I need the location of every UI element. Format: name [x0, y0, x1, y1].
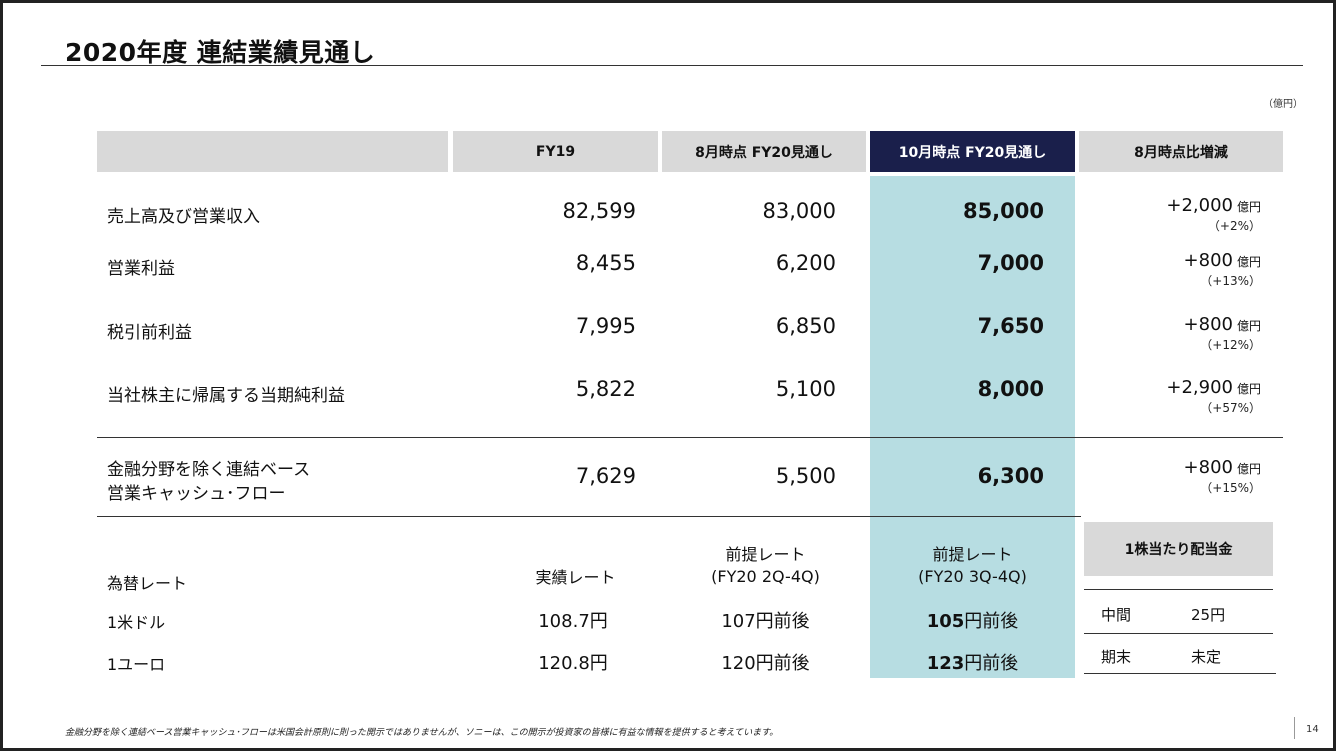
value-oct: 7,650: [977, 314, 1044, 338]
header-change: 8月時点比増減: [1079, 131, 1283, 172]
table-divider: [97, 437, 1283, 438]
change-cell: +2,900 億円 （+57%）: [1079, 377, 1261, 416]
fx-eur-actual: 120.8円: [538, 653, 608, 674]
value-aug: 6,200: [775, 251, 836, 275]
change-percent: （+57%）: [1200, 401, 1261, 415]
change-percent: （+13%）: [1200, 274, 1261, 288]
fx-usd-oct: 105円前後: [890, 607, 1055, 633]
fx-oct-head-line1: 前提レート: [932, 545, 1013, 564]
fx-usd-aug: 107円前後: [721, 611, 810, 632]
dividend-year-end-value: 未定: [1191, 648, 1222, 666]
dividend-year-end-label: 期末: [1101, 648, 1132, 666]
cashflow-label: 金融分野を除く連結ベース 営業キャッシュ･フロー: [107, 458, 310, 506]
header-aug-forecast: 8月時点 FY20見通し: [662, 131, 866, 172]
value-oct: 85,000: [962, 199, 1044, 223]
change-cell: +800 億円 （+13%）: [1079, 250, 1261, 289]
fx-eur-oct-number: 123: [926, 653, 965, 674]
fx-eur-aug: 120円前後: [721, 653, 810, 674]
value-fy19: 8,455: [575, 251, 636, 275]
change-unit: 億円: [1236, 462, 1261, 476]
change-value: +800: [1183, 314, 1233, 335]
change-value: +800: [1183, 250, 1233, 271]
value-fy19: 5,822: [575, 377, 636, 401]
fx-aug-head-line1: 前提レート: [725, 545, 806, 564]
fx-usd-oct-number: 105: [926, 611, 965, 632]
fx-aug-head-line2: (FY20 2Q-4Q): [711, 567, 820, 586]
fx-actual-head: 実績レート: [535, 568, 616, 587]
value-aug: 5,100: [775, 377, 836, 401]
change-unit: 億円: [1236, 200, 1261, 214]
change-unit: 億円: [1236, 382, 1261, 396]
fx-eur-label: 1ユーロ: [107, 655, 166, 674]
fx-usd-label: 1米ドル: [107, 613, 166, 632]
dividend-divider: [1084, 673, 1276, 674]
header-blank: [97, 131, 448, 172]
change-value: +2,900: [1166, 377, 1233, 398]
footnote: 金融分野を除く連結ベース営業キャッシュ･フローは米国会計原則に則った開示ではあり…: [65, 728, 779, 738]
value-aug: 6,850: [775, 314, 836, 338]
row-label: 売上高及び営業収入: [107, 207, 260, 227]
fx-usd-oct-suffix: 円前後: [964, 611, 1019, 632]
dividend-interim-label: 中間: [1101, 606, 1132, 624]
change-value: +800: [1183, 457, 1233, 478]
dividend-divider: [1084, 633, 1273, 634]
value-fy19: 7,629: [575, 464, 636, 488]
row-label: 営業利益: [107, 259, 175, 279]
dividend-divider: [1084, 589, 1273, 590]
fx-usd-actual: 108.7円: [538, 611, 608, 632]
change-percent: （+15%）: [1200, 481, 1261, 495]
value-aug: 83,000: [762, 199, 836, 223]
change-unit: 億円: [1236, 319, 1261, 333]
value-oct: 6,300: [977, 464, 1044, 488]
fx-oct-head-line2: (FY20 3Q-4Q): [918, 567, 1027, 586]
title-divider: [41, 65, 1303, 66]
change-value: +2,000: [1166, 195, 1233, 216]
value-oct: 8,000: [977, 377, 1044, 401]
header-oct-forecast: 10月時点 FY20見通し: [870, 131, 1075, 172]
value-aug: 5,500: [775, 464, 836, 488]
row-label: 税引前利益: [107, 323, 192, 343]
change-percent: （+12%）: [1200, 338, 1261, 352]
fx-oct-head: 前提レート (FY20 3Q-4Q): [890, 544, 1055, 588]
row-label: 当社株主に帰属する当期純利益: [107, 386, 345, 406]
dividend-interim-value: 25円: [1191, 606, 1226, 624]
fx-aug-head: 前提レート (FY20 2Q-4Q): [683, 544, 848, 588]
change-percent: （+2%）: [1207, 219, 1261, 233]
fx-eur-oct-suffix: 円前後: [964, 653, 1019, 674]
page-number-divider: [1294, 717, 1295, 739]
highlight-column: [870, 176, 1075, 678]
dividend-header: 1株当たり配当金: [1084, 522, 1273, 576]
value-fy19: 82,599: [562, 199, 636, 223]
table-divider: [97, 516, 1081, 517]
change-cell: +800 億円 （+15%）: [1079, 457, 1261, 496]
cashflow-label-line1: 金融分野を除く連結ベース: [107, 460, 311, 480]
value-fy19: 7,995: [575, 314, 636, 338]
change-cell: +800 億円 （+12%）: [1079, 314, 1261, 353]
page-title: 2020年度 連結業績見通し: [65, 38, 376, 67]
fx-eur-oct: 123円前後: [890, 649, 1055, 675]
page-number: 14: [1306, 724, 1319, 735]
value-oct: 7,000: [977, 251, 1044, 275]
unit-label: （億円）: [1263, 99, 1303, 110]
fx-label: 為替レート: [107, 574, 188, 593]
change-unit: 億円: [1236, 255, 1261, 269]
header-fy19: FY19: [453, 131, 658, 172]
change-cell: +2,000 億円 （+2%）: [1079, 195, 1261, 234]
cashflow-label-line2: 営業キャッシュ･フロー: [107, 484, 286, 504]
